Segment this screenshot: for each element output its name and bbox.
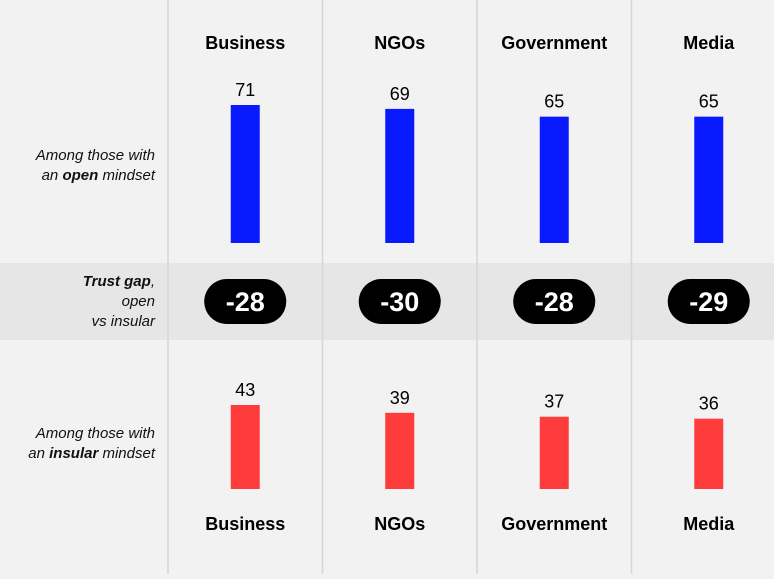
category-label-top-business: Business	[205, 33, 285, 53]
row-label-open-post: mindset	[98, 167, 155, 184]
bar-open-government	[539, 116, 569, 243]
category-label-top-government: Government	[501, 33, 607, 53]
trust-gap-value-media: -29	[689, 287, 728, 317]
value-label-insular-business: 43	[235, 380, 255, 400]
category-label-bottom-business: Business	[205, 514, 285, 534]
bar-insular-media	[694, 418, 724, 489]
value-label-insular-ngos: 39	[390, 388, 410, 408]
row-label-insular-line1: Among those with	[35, 425, 155, 442]
trust-gap-pill-bg-ngos	[358, 279, 441, 324]
row-label-gap: Trust gap, open vs insular	[0, 272, 155, 332]
trust-gap-pill-bg-government	[513, 279, 596, 324]
row-label-gap-comma: ,	[150, 273, 155, 290]
trust-gap-pill-bg-business	[204, 279, 287, 324]
bar-open-ngos	[385, 108, 415, 243]
category-label-bottom-ngos: NGOs	[374, 514, 425, 534]
row-label-insular-bold: insular	[49, 445, 99, 462]
value-label-open-media: 65	[699, 92, 719, 112]
row-label-open-pre: an	[41, 167, 63, 184]
bar-open-business	[230, 105, 260, 243]
bar-insular-government	[539, 416, 569, 489]
bar-open-media	[694, 116, 724, 243]
row-label-open-bold: open	[62, 167, 99, 184]
trust-gap-pill-business: -28	[204, 279, 287, 324]
row-label-open: Among those with an open mindset	[0, 146, 155, 186]
value-label-open-ngos: 69	[390, 84, 410, 104]
trust-gap-value-government: -28	[535, 287, 574, 317]
bar-insular-business	[230, 405, 260, 489]
trust-gap-value-ngos: -30	[380, 287, 419, 317]
row-label-insular: Among those with an insular mindset	[0, 424, 155, 464]
bar-insular-ngos	[385, 412, 415, 489]
trust-gap-value-business: -28	[226, 287, 265, 317]
category-label-bottom-media: Media	[683, 514, 735, 534]
value-label-open-government: 65	[544, 92, 564, 112]
row-label-gap-line3: vs insular	[91, 313, 155, 330]
value-label-open-business: 71	[235, 80, 255, 100]
trust-gap-pill-government: -28	[513, 279, 596, 324]
category-label-bottom-government: Government	[501, 514, 607, 534]
row-label-open-line1: Among those with	[35, 147, 155, 164]
trust-gap-pill-bg-media	[667, 279, 750, 324]
trust-gap-pill-media: -29	[667, 279, 750, 324]
row-label-insular-pre: an	[28, 445, 50, 462]
row-label-insular-post: mindset	[98, 445, 155, 462]
value-label-insular-media: 36	[699, 394, 719, 414]
trust-gap-pill-ngos: -30	[358, 279, 441, 324]
row-label-gap-line2: open	[121, 293, 155, 310]
value-label-insular-government: 37	[544, 392, 564, 412]
row-label-gap-bold: Trust gap	[82, 273, 151, 290]
category-label-top-media: Media	[683, 33, 735, 53]
category-label-top-ngos: NGOs	[374, 33, 425, 53]
